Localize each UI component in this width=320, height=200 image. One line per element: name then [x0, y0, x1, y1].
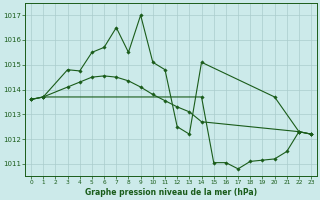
X-axis label: Graphe pression niveau de la mer (hPa): Graphe pression niveau de la mer (hPa) — [85, 188, 257, 197]
